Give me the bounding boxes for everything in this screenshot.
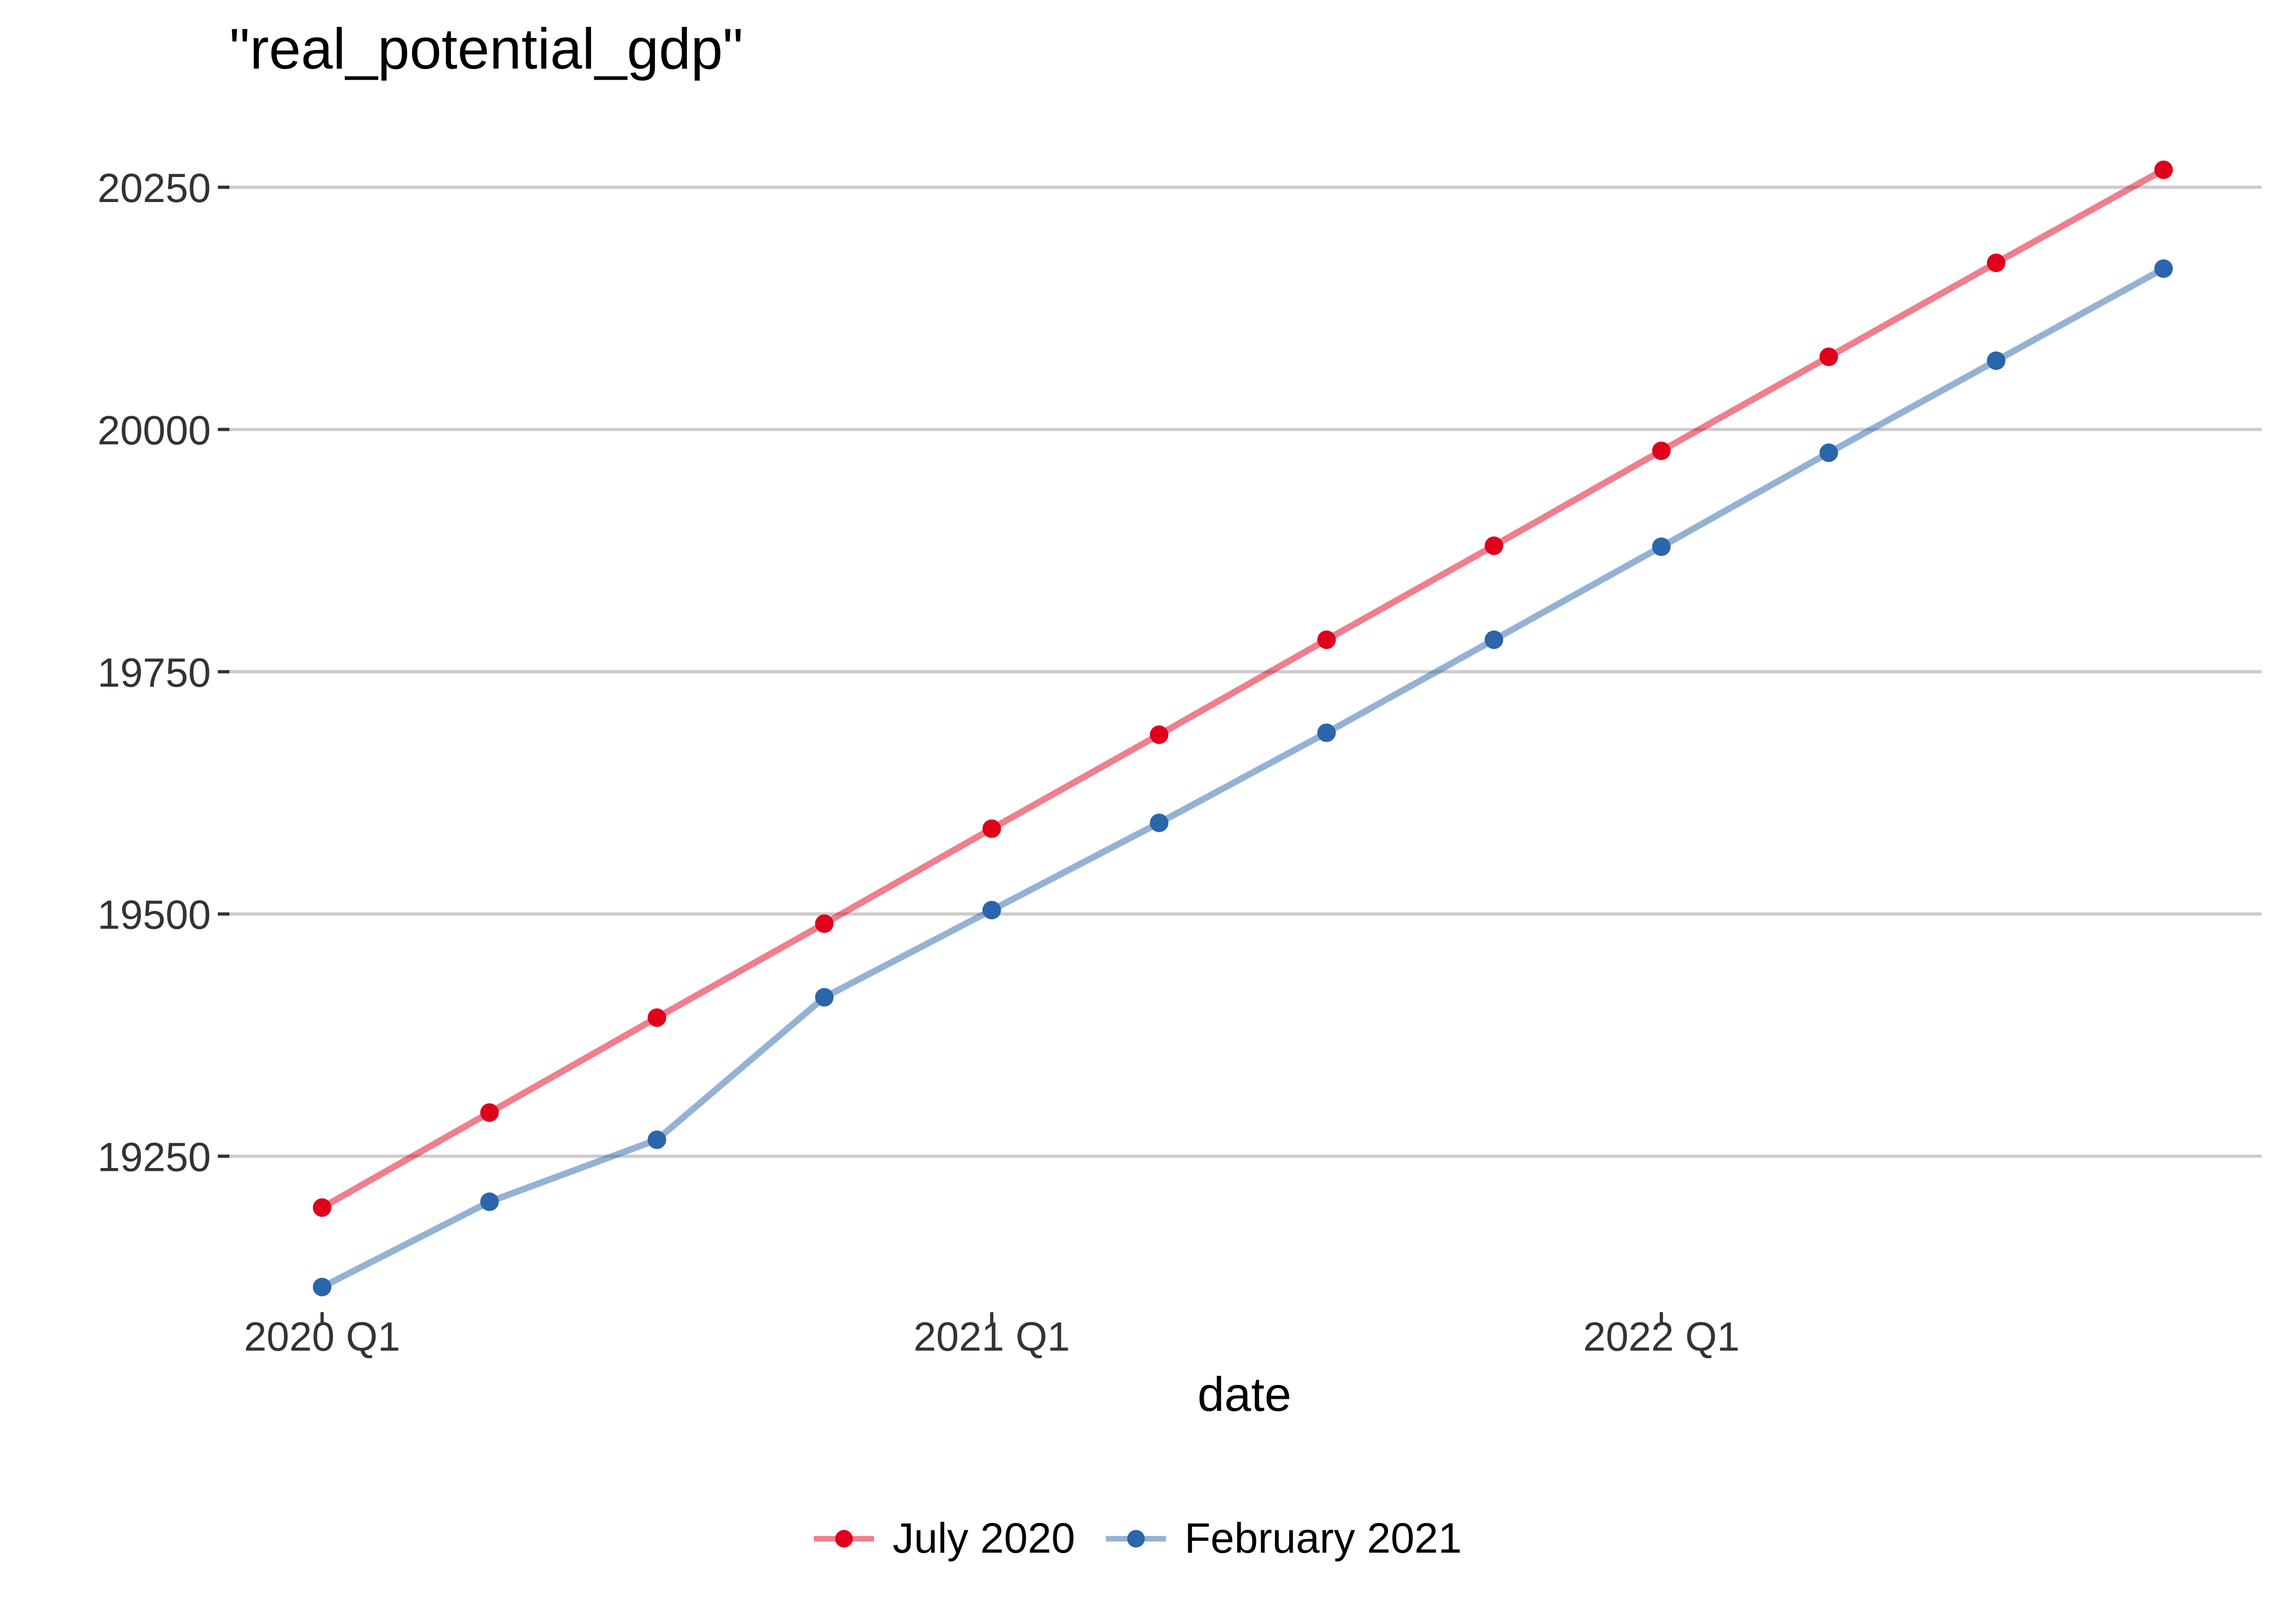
legend-dot-february-2021 — [1127, 1530, 1145, 1548]
legend-label-july-2020: July 2020 — [892, 1514, 1075, 1562]
x-tick-label-2022-q1: 2022 Q1 — [1583, 1314, 1740, 1359]
y-tick-label-19250: 19250 — [97, 1134, 211, 1180]
data-point-february-2021-2020-q4 — [815, 988, 834, 1007]
y-tick-label-20000: 20000 — [97, 407, 211, 453]
y-tick-label-20250: 20250 — [97, 165, 211, 211]
x-tick-label-2021-q1: 2021 Q1 — [913, 1314, 1070, 1359]
legend-label-february-2021: February 2021 — [1184, 1514, 1462, 1562]
data-point-february-2021-2022-q4 — [2154, 259, 2173, 278]
data-point-july-2020-2022-q1 — [1652, 441, 1671, 460]
data-point-july-2020-2021-q2 — [1150, 725, 1168, 744]
x-tick-label-2020-q1: 2020 Q1 — [244, 1314, 400, 1359]
data-point-july-2020-2022-q3 — [1987, 253, 2005, 272]
data-point-july-2020-2022-q2 — [1819, 348, 1838, 367]
x-axis-title: date — [1198, 1368, 1291, 1422]
series-line-july-2020 — [320, 167, 2165, 1211]
y-tick-label-19750: 19750 — [97, 650, 211, 695]
gridlines — [229, 185, 2262, 1158]
data-point-july-2020-2020-q2 — [480, 1103, 499, 1122]
data-point-february-2021-2022-q3 — [1987, 351, 2005, 370]
data-point-february-2021-2021-q3 — [1317, 723, 1336, 742]
legend: July 2020 February 2021 — [0, 1504, 2271, 1573]
legend-item-july-2020: July 2020 — [809, 1514, 1075, 1563]
y-tick-label-19500: 19500 — [97, 892, 211, 938]
data-point-february-2021-2021-q1 — [982, 901, 1001, 920]
data-point-july-2020-2020-q4 — [815, 914, 834, 933]
data-point-july-2020-2020-q1 — [313, 1198, 331, 1217]
data-point-february-2021-2021-q2 — [1150, 813, 1168, 832]
data-point-february-2021-2022-q1 — [1652, 537, 1671, 556]
data-point-july-2020-2021-q4 — [1484, 536, 1503, 555]
chart-title: "real_potential_gdp" — [229, 17, 743, 81]
data-point-february-2021-2022-q2 — [1819, 443, 1838, 462]
legend-key-july-2020 — [809, 1520, 879, 1557]
legend-key-february-2021 — [1101, 1520, 1171, 1557]
data-point-february-2021-2020-q1 — [313, 1277, 331, 1296]
series — [313, 160, 2173, 1296]
legend-dot-july-2020 — [835, 1530, 853, 1548]
data-point-july-2020-2022-q4 — [2154, 160, 2173, 179]
data-point-february-2021-2020-q3 — [647, 1130, 666, 1149]
data-point-july-2020-2021-q1 — [982, 819, 1001, 838]
data-point-february-2021-2020-q2 — [480, 1192, 499, 1211]
legend-item-february-2021: February 2021 — [1101, 1514, 1462, 1563]
data-point-july-2020-2020-q3 — [647, 1008, 666, 1027]
data-point-july-2020-2021-q3 — [1317, 630, 1336, 649]
axes: 19250 19500 19750 20000 20250 2020 Q1 2021 Q1 2… — [97, 165, 1739, 1359]
series-line-february-2021 — [320, 265, 2165, 1290]
data-point-february-2021-2021-q4 — [1484, 630, 1503, 649]
